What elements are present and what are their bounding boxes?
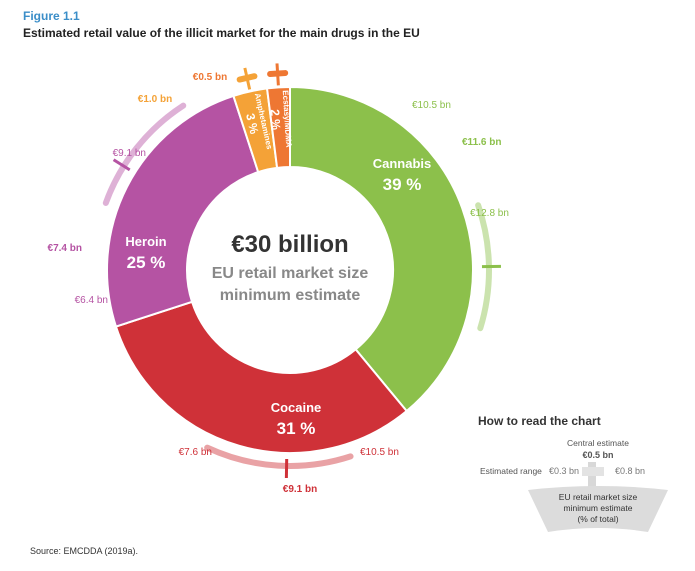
central-label-amphetamines: €1.0 bn xyxy=(138,94,172,105)
marker-bar-amphetamines xyxy=(236,73,258,83)
marker-bar-ecstasy-mdma xyxy=(267,70,289,78)
htr-box-line-1: EU retail market size xyxy=(559,492,638,502)
how-to-read-title: How to read the chart xyxy=(478,414,601,428)
central-label-ecstasy-mdma: €0.5 bn xyxy=(193,72,227,83)
slice-ecstasy-mdma xyxy=(265,85,291,169)
figure-label: Figure 1.1 xyxy=(23,9,80,23)
slice-percent-cannabis: 39 % xyxy=(383,175,422,194)
central-label-cocaine: €9.1 bn xyxy=(283,484,317,495)
htr-central-value: €0.5 bn xyxy=(582,450,613,460)
htr-range-low: €0.3 bn xyxy=(549,466,579,476)
slice-heroin xyxy=(106,94,260,328)
htr-box-line-2: minimum estimate xyxy=(564,503,633,513)
central-label-cannabis: €11.6 bn xyxy=(462,137,501,148)
slice-percent-amphetamines: 3 % xyxy=(243,112,261,136)
range-low-heroin: €6.4 bn xyxy=(75,295,108,306)
range-high-heroin: €9.1 bn xyxy=(113,148,146,159)
range-arc-heroin xyxy=(102,102,187,206)
slice-percent-ecstasy-mdma: 2 % xyxy=(268,109,283,131)
slice-label-cannabis: Cannabis xyxy=(373,156,432,171)
center-total: €30 billion xyxy=(231,231,348,258)
range-arc-cocaine xyxy=(204,444,354,469)
slice-percent-heroin: 25 % xyxy=(127,253,166,272)
center-line-3: minimum estimate xyxy=(220,287,361,304)
slice-label-cocaine: Cocaine xyxy=(271,400,322,415)
central-tick-heroin xyxy=(112,158,131,172)
range-low-cannabis: €10.5 bn xyxy=(412,100,451,111)
slice-percent-cocaine: 31 % xyxy=(277,419,316,438)
range-high-cocaine: €10.5 bn xyxy=(360,447,399,458)
chart-title: Estimated retail value of the illicit ma… xyxy=(23,26,420,40)
central-label-heroin: €7.4 bn xyxy=(48,243,82,254)
range-high-cannabis: €12.8 bn xyxy=(470,208,509,219)
htr-range-shape xyxy=(582,467,604,476)
htr-box-line-3: (% of total) xyxy=(577,514,618,524)
htr-central-label: Central estimate xyxy=(567,438,629,448)
htr-range-label: Estimated range xyxy=(480,466,542,476)
slice-label-ecstasy-mdma: Ecstasy/MDMA xyxy=(281,90,294,148)
slice-cocaine xyxy=(114,300,409,454)
source-note: Source: EMCDDA (2019a). xyxy=(30,546,139,556)
center-line-2: EU retail market size xyxy=(212,265,369,282)
htr-range-high: €0.8 bn xyxy=(615,466,645,476)
slice-label-heroin: Heroin xyxy=(125,234,166,249)
range-low-cocaine: €7.6 bn xyxy=(179,447,212,458)
htr-box-shape xyxy=(528,486,668,532)
slice-cannabis xyxy=(289,85,474,413)
